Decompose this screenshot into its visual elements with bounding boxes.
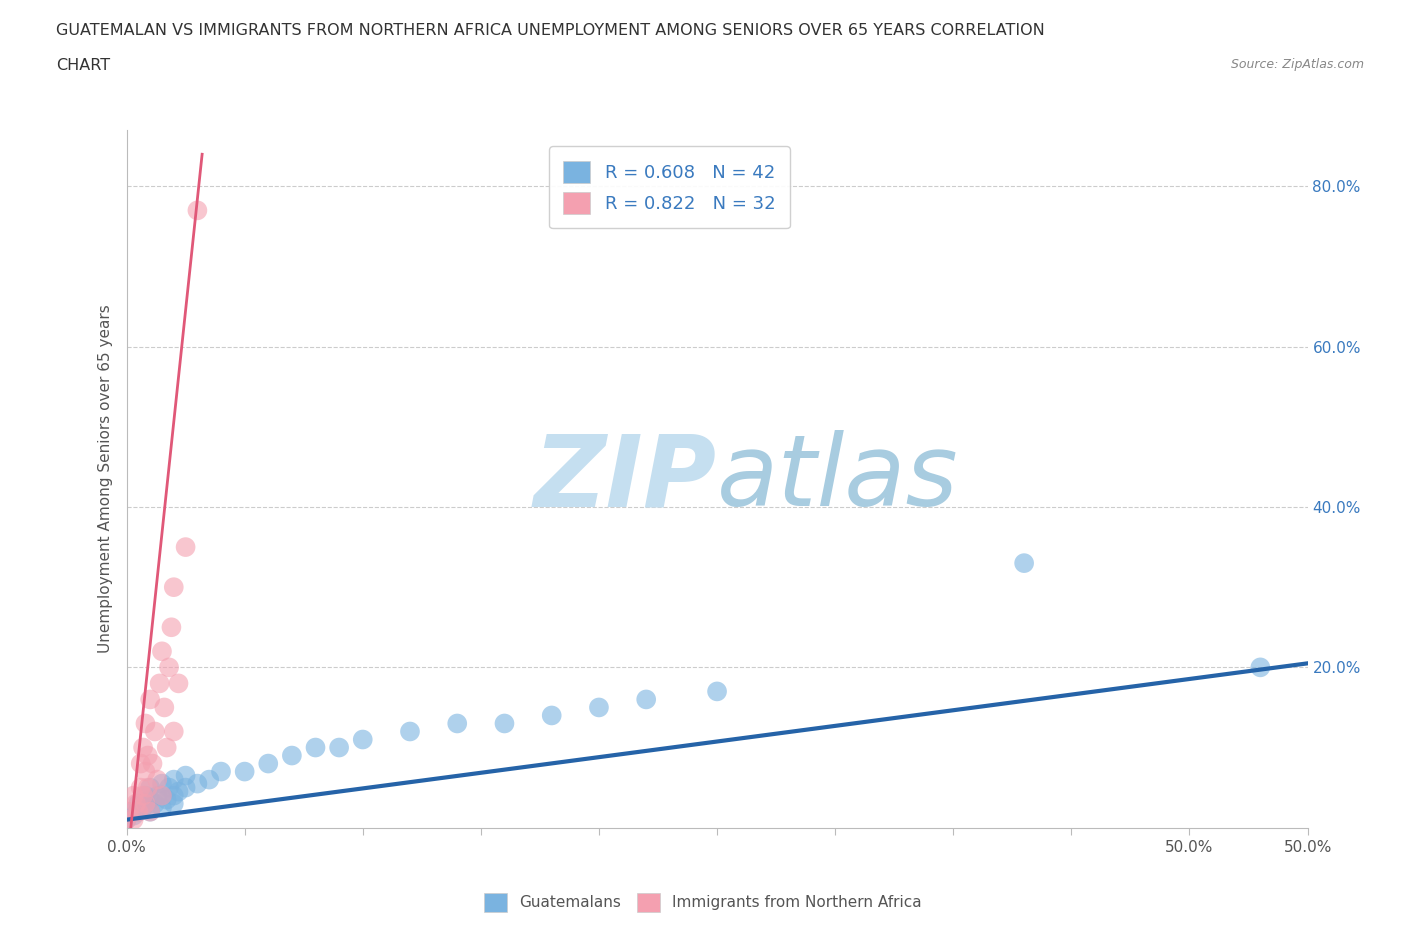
Point bbox=[233, 764, 256, 779]
Point bbox=[706, 684, 728, 698]
Point bbox=[149, 676, 172, 691]
Point bbox=[134, 796, 156, 811]
Point bbox=[118, 804, 141, 819]
Point bbox=[127, 804, 149, 819]
Point bbox=[1249, 660, 1271, 675]
Point bbox=[146, 789, 169, 804]
Point bbox=[157, 660, 180, 675]
Point bbox=[143, 724, 166, 739]
Point bbox=[139, 804, 162, 819]
Point bbox=[157, 780, 180, 795]
Point bbox=[1012, 556, 1035, 571]
Point bbox=[115, 812, 138, 827]
Point bbox=[146, 772, 169, 787]
Point bbox=[150, 800, 173, 815]
Point bbox=[328, 740, 350, 755]
Text: GUATEMALAN VS IMMIGRANTS FROM NORTHERN AFRICA UNEMPLOYMENT AMONG SENIORS OVER 65: GUATEMALAN VS IMMIGRANTS FROM NORTHERN A… bbox=[56, 23, 1045, 38]
Point bbox=[134, 764, 156, 779]
Point bbox=[132, 800, 155, 815]
Point bbox=[163, 789, 186, 804]
Point bbox=[167, 784, 190, 799]
Point bbox=[150, 644, 173, 658]
Point bbox=[186, 203, 208, 218]
Point bbox=[139, 780, 162, 795]
Text: Source: ZipAtlas.com: Source: ZipAtlas.com bbox=[1230, 58, 1364, 71]
Point bbox=[399, 724, 422, 739]
Point bbox=[174, 780, 197, 795]
Point bbox=[174, 768, 197, 783]
Point bbox=[122, 789, 145, 804]
Point bbox=[281, 748, 304, 763]
Point bbox=[139, 792, 162, 807]
Point bbox=[163, 796, 186, 811]
Point bbox=[136, 748, 159, 763]
Point bbox=[186, 777, 208, 791]
Point bbox=[122, 808, 145, 823]
Point bbox=[129, 756, 152, 771]
Point bbox=[129, 780, 152, 795]
Point bbox=[127, 796, 149, 811]
Point bbox=[134, 796, 156, 811]
Point bbox=[150, 789, 173, 804]
Legend: R = 0.608   N = 42, R = 0.822   N = 32: R = 0.608 N = 42, R = 0.822 N = 32 bbox=[548, 146, 790, 228]
Point bbox=[163, 724, 186, 739]
Point bbox=[127, 804, 149, 819]
Point bbox=[150, 777, 173, 791]
Point bbox=[132, 789, 155, 804]
Point bbox=[136, 780, 159, 795]
Point bbox=[257, 756, 280, 771]
Point bbox=[134, 716, 156, 731]
Point bbox=[153, 700, 176, 715]
Point bbox=[120, 804, 142, 819]
Point bbox=[160, 619, 183, 634]
Point bbox=[304, 740, 326, 755]
Point bbox=[167, 676, 190, 691]
Point bbox=[636, 692, 658, 707]
Point bbox=[198, 772, 221, 787]
Point bbox=[132, 740, 155, 755]
Point bbox=[174, 539, 197, 554]
Y-axis label: Unemployment Among Seniors over 65 years: Unemployment Among Seniors over 65 years bbox=[97, 305, 112, 654]
Point bbox=[156, 792, 179, 807]
Point bbox=[150, 789, 173, 804]
Point bbox=[446, 716, 468, 731]
Text: atlas: atlas bbox=[717, 431, 959, 527]
Point bbox=[134, 789, 156, 804]
Point bbox=[352, 732, 374, 747]
Point bbox=[209, 764, 232, 779]
Point bbox=[156, 740, 179, 755]
Text: ZIP: ZIP bbox=[534, 431, 717, 527]
Point bbox=[139, 804, 162, 819]
Point bbox=[125, 796, 148, 811]
Point bbox=[141, 756, 163, 771]
Point bbox=[143, 796, 166, 811]
Point bbox=[115, 812, 138, 827]
Point bbox=[139, 692, 162, 707]
Text: CHART: CHART bbox=[56, 58, 110, 73]
Legend: Guatemalans, Immigrants from Northern Africa: Guatemalans, Immigrants from Northern Af… bbox=[478, 887, 928, 918]
Point bbox=[163, 579, 186, 594]
Point bbox=[122, 812, 145, 827]
Point bbox=[494, 716, 516, 731]
Point bbox=[540, 708, 562, 723]
Point bbox=[163, 772, 186, 787]
Point bbox=[588, 700, 610, 715]
